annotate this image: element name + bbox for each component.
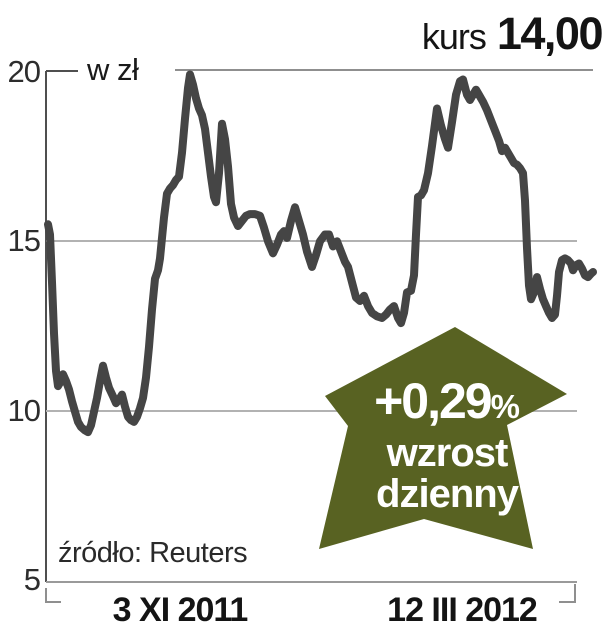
percent-sign: % <box>490 388 520 425</box>
date-bracket-right <box>559 584 576 603</box>
y-tick-20: 20 <box>7 54 41 89</box>
up-arrow-badge <box>319 327 567 549</box>
y-axis-unit-label: w zł <box>87 52 139 87</box>
x-axis-end-date: 12 III 2012 <box>387 591 538 629</box>
daily-change-percent: +0,29% <box>374 375 520 433</box>
daily-change-word-2: dzienny <box>376 472 519 516</box>
price-header: kurs 14,00 <box>421 8 604 60</box>
daily-change-word-1: wzrost <box>386 431 509 475</box>
daily-change-badge: +0,29% wzrost dzienny <box>374 375 520 515</box>
date-bracket-left <box>45 588 61 603</box>
price-value: 14,00 <box>496 8 604 59</box>
source-credit: źródło: Reuters <box>58 537 248 569</box>
daily-change-number: +0,29 <box>374 373 493 429</box>
y-tick-5: 5 <box>23 562 41 597</box>
price-label: kurs <box>421 16 487 57</box>
y-tick-10: 10 <box>7 393 41 428</box>
price-line <box>44 70 597 437</box>
y-tick-15: 15 <box>7 223 41 258</box>
x-axis-start-date: 3 XI 2011 <box>112 591 249 629</box>
